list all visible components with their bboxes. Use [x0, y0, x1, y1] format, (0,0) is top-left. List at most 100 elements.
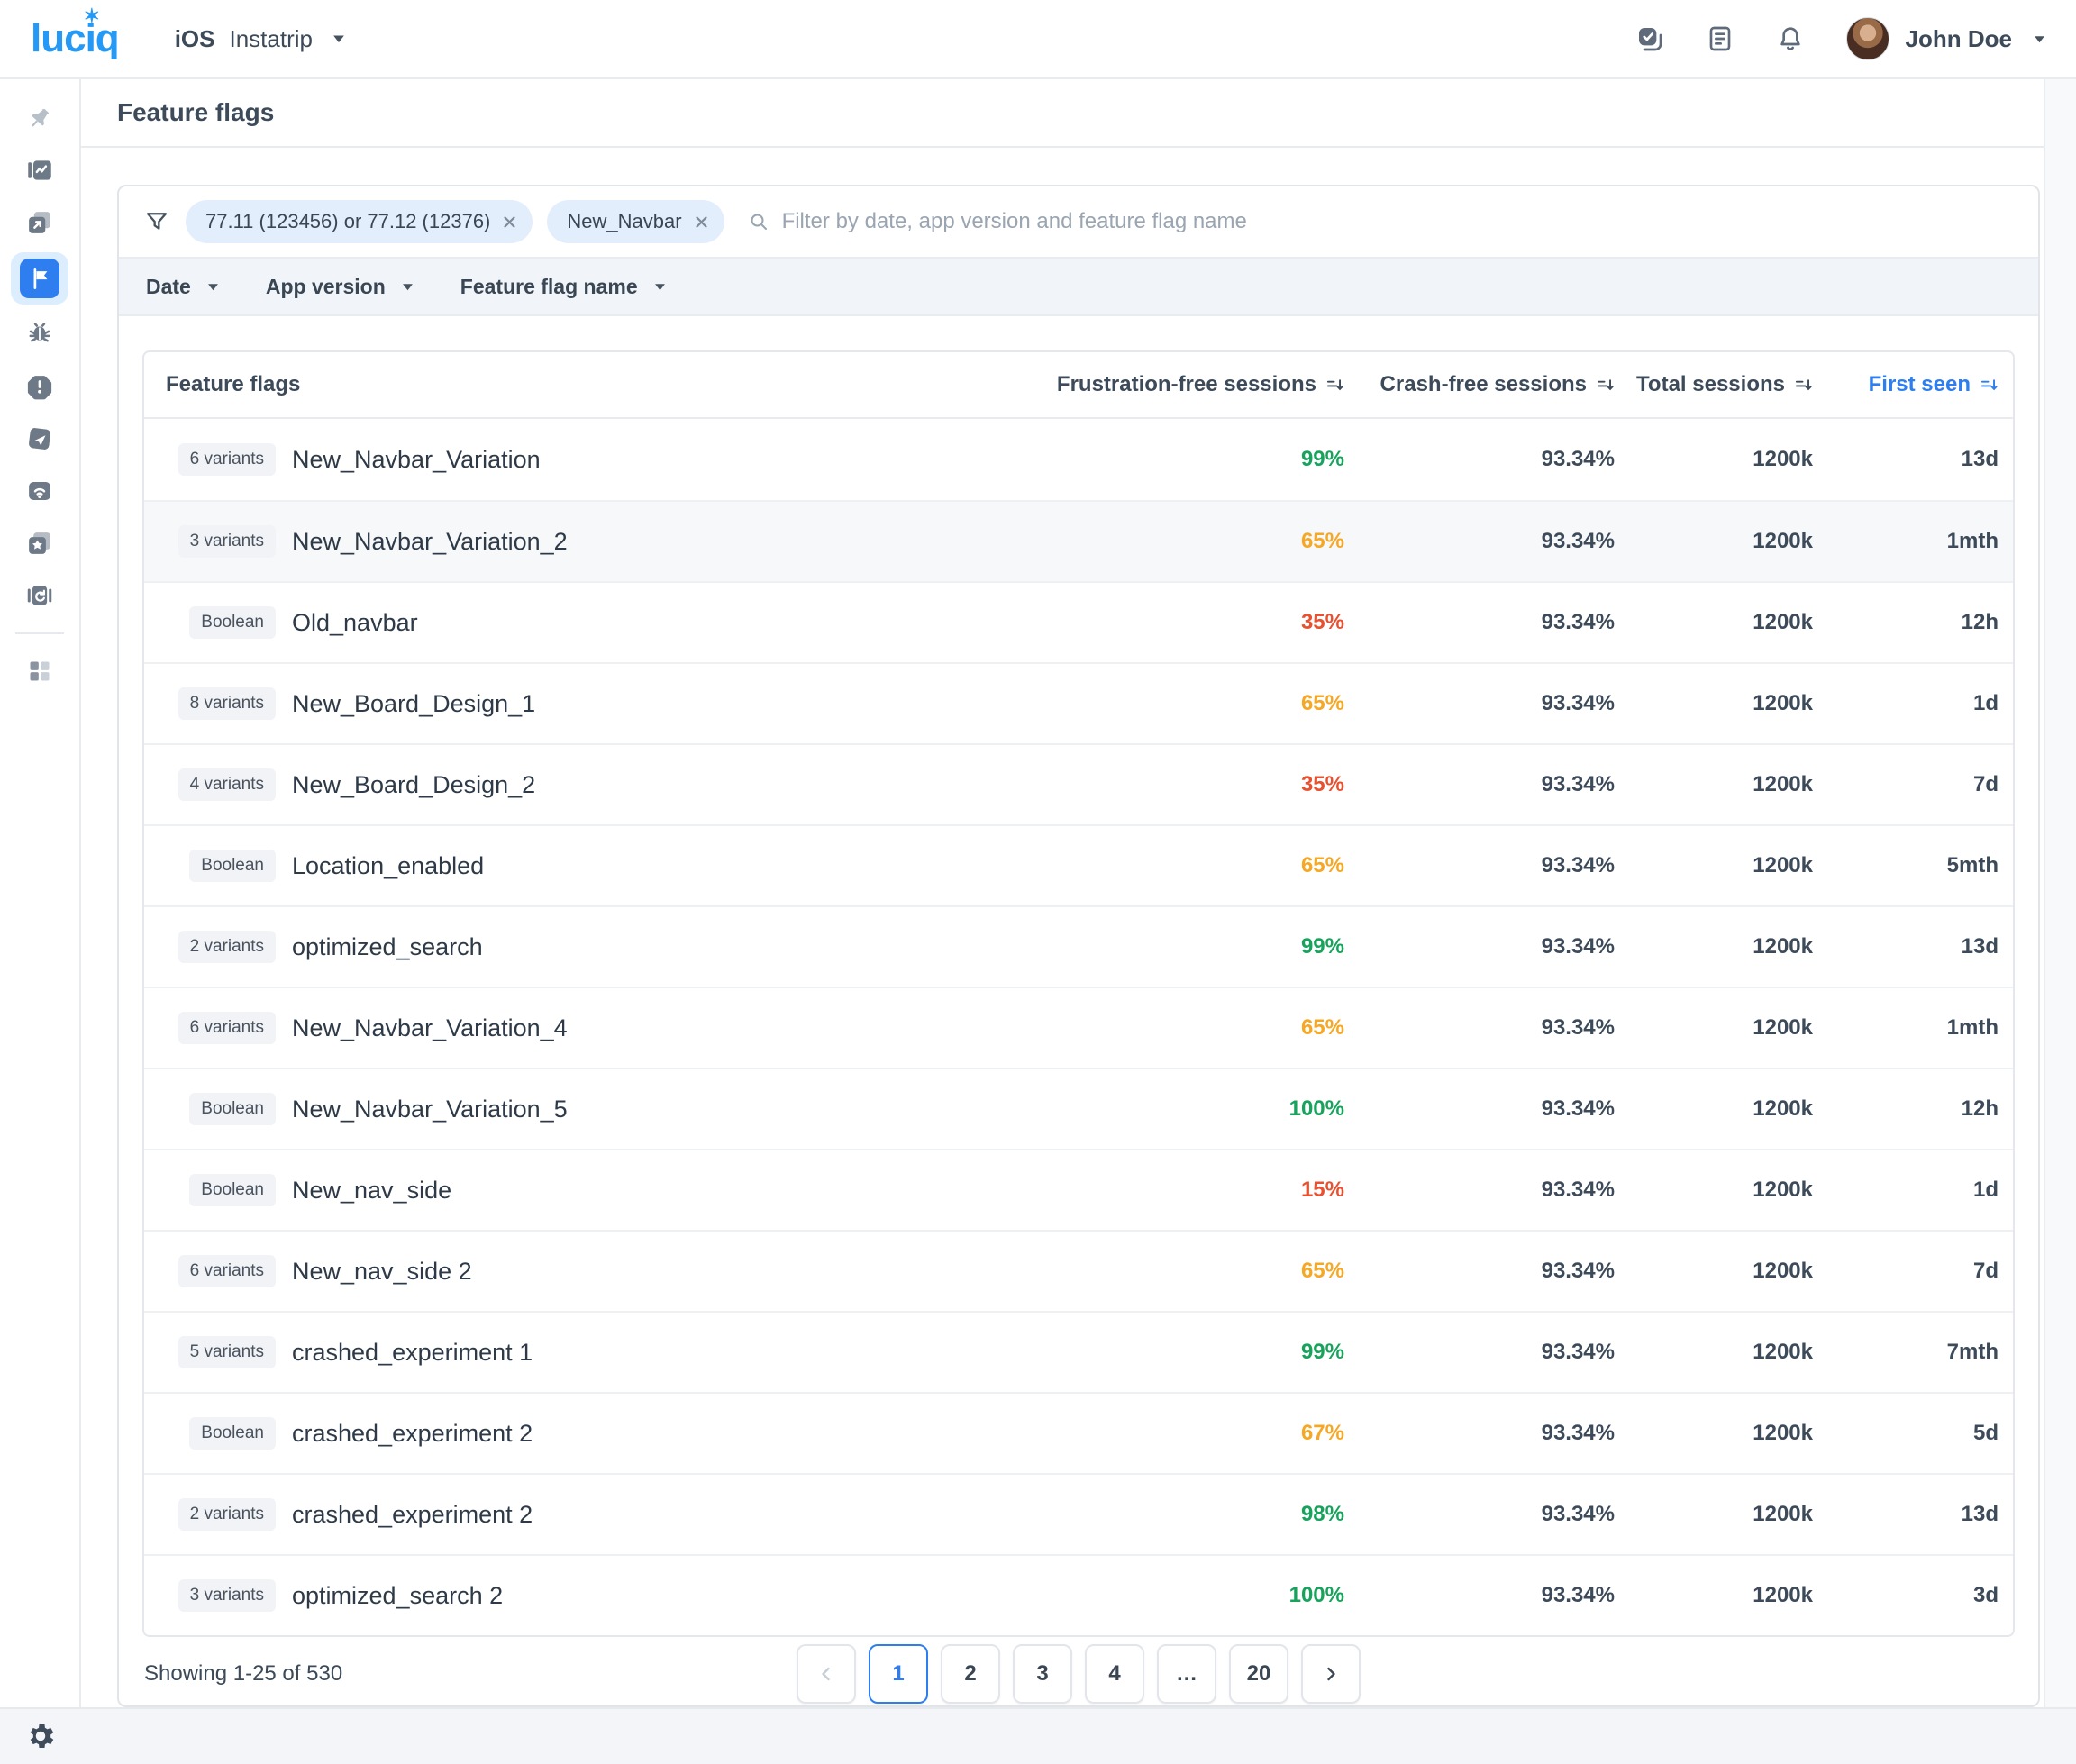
first-seen-value: 7d	[1813, 772, 1999, 797]
search-icon	[748, 211, 769, 232]
table-row[interactable]: BooleanNew_nav_side15%93.34%1200k1d	[144, 1149, 2013, 1230]
table-row[interactable]: 5 variantscrashed_experiment 199%93.34%1…	[144, 1311, 2013, 1392]
table-row[interactable]: BooleanOld_navbar35%93.34%1200k12h	[144, 581, 2013, 662]
sidebar-nav	[0, 79, 81, 1707]
column-label: Crash-free sessions	[1380, 372, 1587, 397]
column-header-first-seen[interactable]: First seen	[1813, 372, 1999, 397]
table-row[interactable]: 6 variantsNew_nav_side 265%93.34%1200k7d	[144, 1230, 2013, 1311]
sidebar-item-feature-flags[interactable]	[0, 249, 79, 308]
user-menu[interactable]: John Doe	[1846, 17, 2045, 60]
sidebar-item-bug-reports[interactable]	[0, 308, 79, 360]
luciq-logo[interactable]: luciq✶	[31, 19, 119, 59]
variant-badge: 6 variants	[178, 443, 276, 476]
page-4-button[interactable]: 4	[1085, 1644, 1144, 1704]
logo-star-icon: ✶	[84, 6, 99, 26]
tasks-button[interactable]	[1635, 24, 1664, 53]
table-row[interactable]: 6 variantsNew_Navbar_Variation_465%93.34…	[144, 987, 2013, 1068]
frustration-free-value: 65%	[1020, 691, 1344, 716]
settings-gear-icon[interactable]	[24, 1720, 57, 1752]
chip-label: New_Navbar	[567, 210, 681, 233]
first-seen-value: 5mth	[1813, 853, 1999, 878]
topbar: luciq✶ iOS Instatrip John Doe	[0, 0, 2076, 79]
performance-icon	[26, 425, 53, 452]
previous-page-button[interactable]	[797, 1644, 856, 1704]
flag-name: New_nav_side 2	[292, 1258, 472, 1286]
chevron-left-icon	[815, 1663, 837, 1685]
table-row[interactable]: 2 variantsoptimized_search99%93.34%1200k…	[144, 905, 2013, 987]
chip-close-icon[interactable]	[695, 215, 708, 229]
dropdown-app-version[interactable]: App version	[266, 275, 414, 299]
dropdown-date[interactable]: Date	[146, 275, 219, 299]
sidebar-item-analytics[interactable]	[0, 144, 79, 196]
flag-name: crashed_experiment 2	[292, 1501, 533, 1529]
sidebar-main-items	[0, 92, 79, 622]
column-header-total-sessions[interactable]: Total sessions	[1615, 372, 1813, 397]
sidebar-item-apps[interactable]	[0, 645, 79, 697]
table-row[interactable]: 3 variantsoptimized_search 2100%93.34%12…	[144, 1554, 2013, 1635]
table-header: Feature flagsFrustration-free sessionsCr…	[144, 352, 2013, 419]
column-label: Total sessions	[1636, 372, 1785, 397]
column-header-frustration-free-sessions[interactable]: Frustration-free sessions	[1020, 372, 1344, 397]
total-sessions-value: 1200k	[1615, 610, 1813, 635]
feature-flags-card: 77.11 (123456) or 77.12 (12376) New_Navba…	[117, 185, 2040, 1707]
column-label: Frustration-free sessions	[1057, 372, 1316, 397]
user-name: John Doe	[1906, 25, 2012, 53]
variant-badge: 4 variants	[178, 768, 276, 801]
sidebar-item-crashes[interactable]	[0, 360, 79, 413]
first-seen-value: 3d	[1813, 1583, 1999, 1608]
chip-close-icon[interactable]	[503, 215, 516, 229]
sidebar-item-performance[interactable]	[0, 413, 79, 465]
sidebar-item-replays[interactable]	[0, 569, 79, 622]
frustration-free-value: 35%	[1020, 610, 1344, 635]
crash-free-value: 93.34%	[1344, 1259, 1615, 1284]
total-sessions-value: 1200k	[1615, 1421, 1813, 1446]
sidebar-item-pin[interactable]	[0, 92, 79, 144]
sessions-icon	[26, 209, 53, 236]
total-sessions-value: 1200k	[1615, 772, 1813, 797]
sidebar-item-network[interactable]	[0, 465, 79, 517]
table-row[interactable]: 2 variantscrashed_experiment 298%93.34%1…	[144, 1473, 2013, 1554]
table-row[interactable]: BooleanNew_Navbar_Variation_5100%93.34%1…	[144, 1068, 2013, 1149]
filter-chip-1[interactable]: 77.11 (123456) or 77.12 (12376)	[186, 200, 533, 243]
variant-badge: 6 variants	[178, 1255, 276, 1287]
docs-button[interactable]	[1706, 24, 1735, 53]
notifications-button[interactable]	[1776, 24, 1805, 53]
page-ellipsis-button[interactable]: …	[1157, 1644, 1216, 1704]
filter-chip-2[interactable]: New_Navbar	[547, 200, 724, 243]
app-switcher[interactable]: iOS Instatrip	[175, 25, 345, 53]
chip-label: 77.11 (123456) or 77.12 (12376)	[205, 210, 490, 233]
crash-free-value: 93.34%	[1344, 1015, 1615, 1041]
first-seen-value: 1mth	[1813, 529, 1999, 554]
sort-icon	[1980, 376, 1999, 395]
dropdown-feature-flag-name[interactable]: Feature flag name	[460, 275, 666, 299]
page-3-button[interactable]: 3	[1013, 1644, 1072, 1704]
table-row[interactable]: 3 variantsNew_Navbar_Variation_265%93.34…	[144, 500, 2013, 581]
crash-free-value: 93.34%	[1344, 1421, 1615, 1446]
frustration-free-value: 65%	[1020, 1015, 1344, 1041]
flag-name: New_Navbar_Variation_2	[292, 528, 568, 556]
flag-name: New_Navbar_Variation_4	[292, 1014, 568, 1042]
bell-icon	[1776, 24, 1805, 53]
sidebar-item-ratings[interactable]	[0, 517, 79, 569]
page-2-button[interactable]: 2	[941, 1644, 1000, 1704]
table-row[interactable]: 6 variantsNew_Navbar_Variation99%93.34%1…	[144, 419, 2013, 500]
table-row[interactable]: BooleanLocation_enabled65%93.34%1200k5mt…	[144, 824, 2013, 905]
pagination-summary: Showing 1-25 of 530	[144, 1661, 342, 1687]
next-page-button[interactable]	[1301, 1644, 1361, 1704]
table-row[interactable]: Booleancrashed_experiment 267%93.34%1200…	[144, 1392, 2013, 1473]
crash-free-value: 93.34%	[1344, 1096, 1615, 1122]
table-row[interactable]: 8 variantsNew_Board_Design_165%93.34%120…	[144, 662, 2013, 743]
column-header-crash-free-sessions[interactable]: Crash-free sessions	[1344, 372, 1615, 397]
page-20-button[interactable]: 20	[1229, 1644, 1288, 1704]
page-1-button[interactable]: 1	[869, 1644, 928, 1704]
flag-name: New_Board_Design_2	[292, 771, 535, 799]
frustration-free-value: 100%	[1020, 1583, 1344, 1608]
table-row[interactable]: 4 variantsNew_Board_Design_235%93.34%120…	[144, 743, 2013, 824]
first-seen-value: 1mth	[1813, 1015, 1999, 1041]
avatar	[1846, 17, 1889, 60]
sidebar-item-sessions[interactable]	[0, 196, 79, 249]
frustration-free-value: 35%	[1020, 772, 1344, 797]
dropdown-label: Feature flag name	[460, 275, 638, 299]
vertical-scrollbar-track[interactable]	[2044, 79, 2076, 1707]
filter-search-input[interactable]	[782, 209, 2013, 234]
